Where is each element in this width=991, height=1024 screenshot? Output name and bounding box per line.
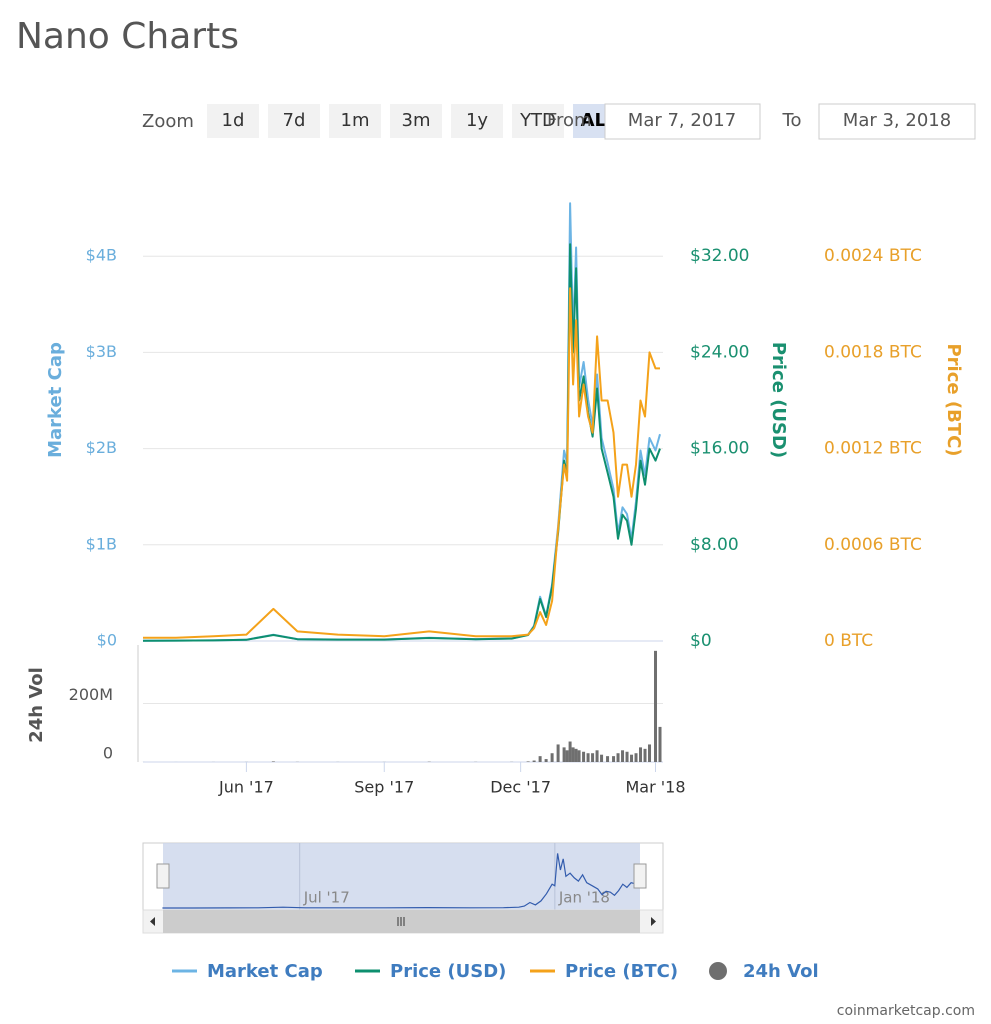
volume-bar xyxy=(577,750,581,762)
to-label: To xyxy=(782,110,802,131)
zoom-button[interactable] xyxy=(268,104,320,138)
volume-bar xyxy=(630,754,634,762)
y-tick-label: $1B xyxy=(86,534,117,553)
x-tick-label: Dec '17 xyxy=(490,778,551,797)
volume-bar xyxy=(643,748,647,762)
y-tick-label: $0 xyxy=(97,631,117,650)
y3-tick-label: 0.0006 BTC xyxy=(824,535,922,555)
from-input[interactable] xyxy=(604,103,761,140)
scroll-grip xyxy=(397,917,405,926)
y3-tick-label: 0.0012 BTC xyxy=(824,439,922,459)
legend-label[interactable]: Price (USD) xyxy=(390,961,506,982)
y4-tick-label: 0 xyxy=(103,744,113,763)
zoom-button[interactable] xyxy=(512,104,564,138)
volume-bar xyxy=(634,753,638,762)
zoom-button[interactable] xyxy=(451,104,503,138)
y-tick-label: $2B xyxy=(86,438,117,457)
zoom-button-label[interactable]: 1m xyxy=(341,110,370,131)
zoom-button-label[interactable]: 3m xyxy=(402,110,431,131)
volume-bar xyxy=(582,751,586,762)
navigator-selection[interactable] xyxy=(163,843,640,910)
y3-tick-label: 0 BTC xyxy=(824,631,873,651)
volume-bar xyxy=(616,753,620,762)
volume-bar xyxy=(571,747,575,762)
zoom-button[interactable] xyxy=(207,104,259,138)
zoom-button-label[interactable]: YTD xyxy=(519,110,556,131)
volume-bar xyxy=(586,753,590,762)
y-tick-label: $4B xyxy=(86,246,117,265)
zoom-button-label[interactable]: 1y xyxy=(466,110,488,131)
volume-bar xyxy=(562,747,566,762)
y2-tick-label: $8.00 xyxy=(690,535,739,555)
y3-axis-title: Price (BTC) xyxy=(943,343,964,456)
volume-bar xyxy=(658,726,662,762)
zoom-button[interactable] xyxy=(390,104,442,138)
volume-bar xyxy=(532,760,536,762)
navigator-handle[interactable] xyxy=(156,863,170,889)
volume-bar xyxy=(544,759,548,762)
volume-bar xyxy=(556,744,560,762)
volume-bar xyxy=(271,761,275,762)
volume-bar xyxy=(606,756,610,762)
volume-bar xyxy=(526,761,530,762)
y-tick-label: $3B xyxy=(86,342,117,361)
y2-tick-label: $0 xyxy=(690,631,712,651)
navigator-tick-label: Jan '18 xyxy=(558,889,610,907)
scroll-left[interactable] xyxy=(150,917,155,926)
volume-bar xyxy=(565,750,569,762)
legend-label[interactable]: Market Cap xyxy=(207,961,323,982)
y4-tick-label: 200M xyxy=(69,685,113,704)
volume-bar xyxy=(600,754,604,762)
volume-bar xyxy=(550,753,554,762)
volume-bar xyxy=(612,756,616,762)
legend-label[interactable]: 24h Vol xyxy=(743,961,819,982)
scroll-right[interactable] xyxy=(651,917,656,926)
y-axis-title: Market Cap xyxy=(45,342,66,458)
zoom-button-label[interactable]: 1d xyxy=(222,110,245,131)
to-input[interactable] xyxy=(818,103,976,140)
volume-bar xyxy=(595,750,599,762)
volume-bar xyxy=(538,756,542,762)
x-tick-label: Jun '17 xyxy=(218,778,274,797)
zoom-button[interactable] xyxy=(329,104,381,138)
volume-bar xyxy=(621,750,625,762)
navigator-handle[interactable] xyxy=(633,863,647,889)
volume-bar xyxy=(568,741,572,762)
y2-tick-label: $16.00 xyxy=(690,439,749,459)
navigator-line xyxy=(162,853,642,909)
legend-label[interactable]: Price (BTC) xyxy=(565,961,678,982)
volume-bar xyxy=(648,744,652,762)
x-tick-label: Mar '18 xyxy=(625,778,685,797)
credit: coinmarketcap.com xyxy=(837,1003,975,1019)
legend-symbol[interactable] xyxy=(709,962,727,980)
series-line xyxy=(142,202,661,642)
zoom-button-label[interactable]: 7d xyxy=(283,110,306,131)
volume-bar xyxy=(591,753,595,762)
volume-bar xyxy=(625,751,629,762)
y3-tick-label: 0.0024 BTC xyxy=(824,246,922,266)
from-label: From xyxy=(547,110,592,131)
y2-tick-label: $32.00 xyxy=(690,246,749,266)
y4-axis-title: 24h Vol xyxy=(26,667,47,743)
y3-tick-label: 0.0018 BTC xyxy=(824,342,922,362)
y2-axis-title: Price (USD) xyxy=(768,342,789,458)
to-value[interactable]: Mar 3, 2018 xyxy=(843,110,951,131)
from-value[interactable]: Mar 7, 2017 xyxy=(628,110,736,131)
x-tick-label: Sep '17 xyxy=(354,778,414,797)
volume-bar xyxy=(574,748,578,762)
series-line xyxy=(143,287,660,639)
volume-bar xyxy=(639,747,643,762)
page-title: Nano Charts xyxy=(16,16,239,57)
y2-tick-label: $24.00 xyxy=(690,342,749,362)
navigator-tick-label: Jul '17 xyxy=(303,889,350,907)
volume-bar xyxy=(654,650,658,762)
zoom-label: Zoom xyxy=(142,111,194,132)
series-line xyxy=(142,243,661,642)
